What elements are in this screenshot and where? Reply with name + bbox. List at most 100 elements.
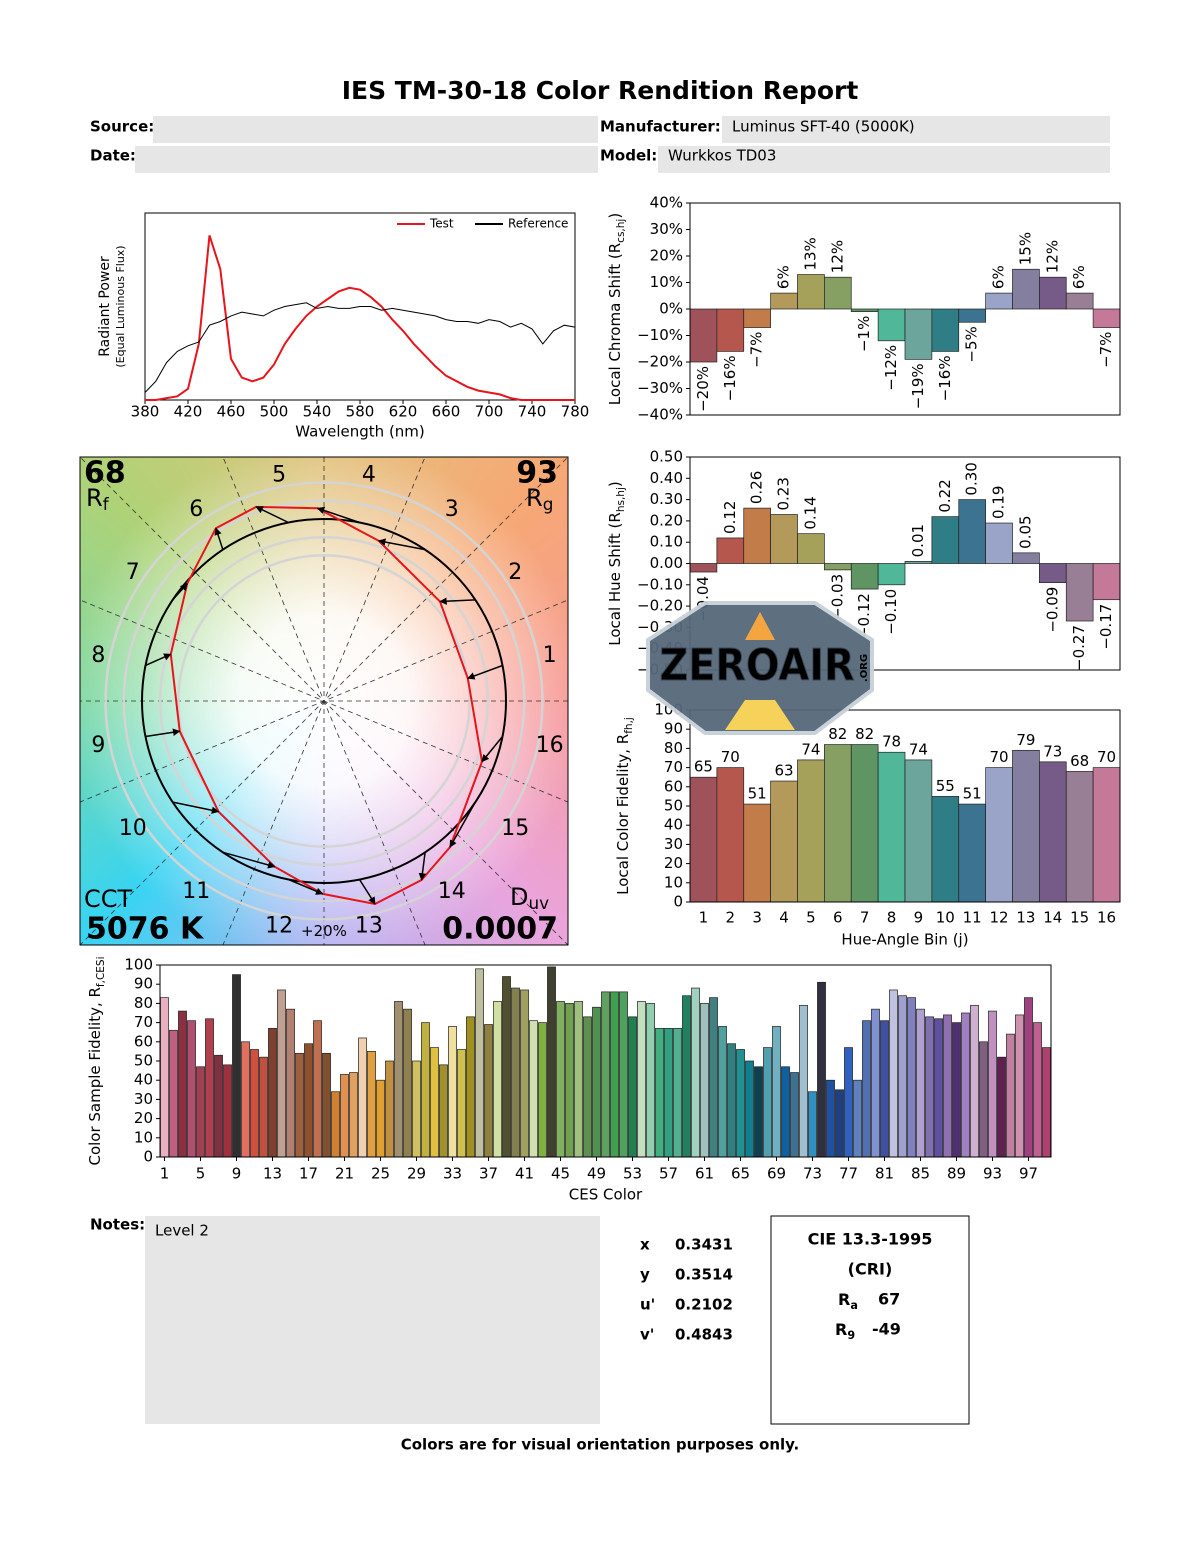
bar — [985, 767, 1013, 903]
x-tick-label: 14 — [1043, 909, 1062, 927]
value-label: 0.05 — [1016, 515, 1034, 548]
x-tick-label: 540 — [303, 403, 332, 421]
y-axis-label: Local Chroma Shift (Rcs,hj) — [606, 213, 628, 405]
y-axis-label: Local Hue Shift (Rhs,hj) — [606, 481, 628, 645]
y-axis-label-subscript: cs,hj — [615, 219, 627, 243]
bar — [502, 976, 511, 1158]
bar — [770, 514, 798, 564]
bar — [1092, 563, 1121, 601]
bar — [689, 776, 718, 903]
shift-arrow — [358, 879, 376, 905]
y-tick-label: 10 — [664, 873, 683, 891]
bar — [619, 991, 628, 1158]
y-tick-label: −40% — [637, 406, 683, 424]
shift-arrow — [481, 736, 504, 763]
bar — [743, 308, 771, 328]
value-label: 6% — [775, 265, 793, 289]
bar — [877, 308, 906, 342]
x-tick-label: 9 — [914, 909, 924, 927]
bar — [799, 1004, 808, 1158]
spectrum-line — [144, 302, 576, 393]
x-tick-label: 29 — [407, 1165, 426, 1183]
value-label: 6% — [1070, 265, 1088, 289]
y-tick-label: 60 — [134, 1032, 153, 1050]
bar — [745, 1060, 754, 1158]
value-label: 70 — [1097, 748, 1116, 766]
y-tick-label: 0.50 — [650, 448, 683, 466]
bar — [430, 1047, 439, 1158]
bar — [196, 1066, 205, 1158]
bar — [628, 1016, 637, 1158]
y-tick-label: 70 — [664, 758, 683, 776]
bar — [1006, 1033, 1015, 1158]
y-tick-label: 0.40 — [650, 469, 683, 487]
plot-frame — [689, 202, 1121, 416]
bar — [877, 751, 906, 903]
bar — [871, 1008, 880, 1158]
bar — [952, 1022, 961, 1158]
y-tick-label: −30% — [637, 379, 683, 397]
x-tick-label: 53 — [623, 1165, 642, 1183]
bar — [205, 1018, 214, 1158]
field-label: Date: — [90, 147, 136, 165]
bar — [682, 995, 691, 1158]
bar — [853, 1079, 862, 1158]
bar — [169, 1029, 178, 1158]
y-tick-label: 0.20 — [650, 511, 683, 529]
bin-label: 7 — [126, 560, 140, 585]
value-label: 55 — [936, 777, 955, 795]
bar — [1039, 563, 1067, 584]
bar — [727, 1043, 736, 1158]
bar — [232, 974, 241, 1158]
bar — [772, 1026, 781, 1158]
bar — [754, 1066, 763, 1158]
watermark-icon — [745, 612, 775, 640]
value-label: 73 — [1043, 742, 1062, 760]
x-tick-label: 13 — [1016, 909, 1035, 927]
bar — [716, 537, 745, 564]
bar — [349, 1072, 358, 1158]
x-tick-label: 85 — [911, 1165, 930, 1183]
notes-box — [145, 1216, 600, 1424]
x-tick-label: 6 — [833, 909, 843, 927]
bar — [824, 276, 852, 310]
bar — [797, 533, 825, 564]
y-tick-label: −10% — [637, 326, 683, 344]
bar — [592, 1006, 601, 1158]
y-tick-label: 30 — [664, 835, 683, 853]
cri-title: CIE 13.3-1995 — [808, 1230, 933, 1249]
bar — [979, 1041, 988, 1158]
y-tick-label: 30% — [650, 220, 683, 238]
y-axis-label-part: ) — [606, 481, 624, 487]
x-axis-label: CES Color — [569, 1186, 643, 1204]
bar — [1024, 997, 1033, 1158]
bar — [985, 292, 1013, 310]
shift-arrow — [439, 597, 476, 605]
x-tick-label: 17 — [299, 1165, 318, 1183]
bar — [709, 997, 718, 1158]
bar — [797, 274, 825, 310]
y-tick-label: 0.00 — [650, 554, 683, 572]
bar — [988, 1010, 997, 1158]
bar — [880, 1020, 889, 1158]
y-tick-label: 40% — [650, 194, 683, 212]
value-label: −16% — [936, 355, 954, 401]
bar — [931, 796, 960, 903]
value-label: 70 — [721, 748, 740, 766]
bar — [844, 1047, 853, 1158]
bin-label: 10 — [119, 816, 147, 841]
cri-subtitle: (CRI) — [848, 1260, 893, 1279]
bin-divider — [80, 599, 568, 803]
y-tick-label: 20 — [664, 854, 683, 872]
bar — [862, 1020, 871, 1158]
bar — [178, 1010, 187, 1158]
bar — [904, 308, 933, 360]
y-tick-label: 0.10 — [650, 533, 683, 551]
bin-label: 1 — [543, 643, 557, 668]
chromaticity-label: x — [640, 1236, 650, 1254]
x-axis-label: Wavelength (nm) — [295, 423, 425, 441]
y-axis-label: Color Sample Fidelity, Rf,CESi — [86, 956, 108, 1165]
value-label: 65 — [694, 758, 713, 776]
y-tick-label: 0 — [143, 1148, 153, 1166]
